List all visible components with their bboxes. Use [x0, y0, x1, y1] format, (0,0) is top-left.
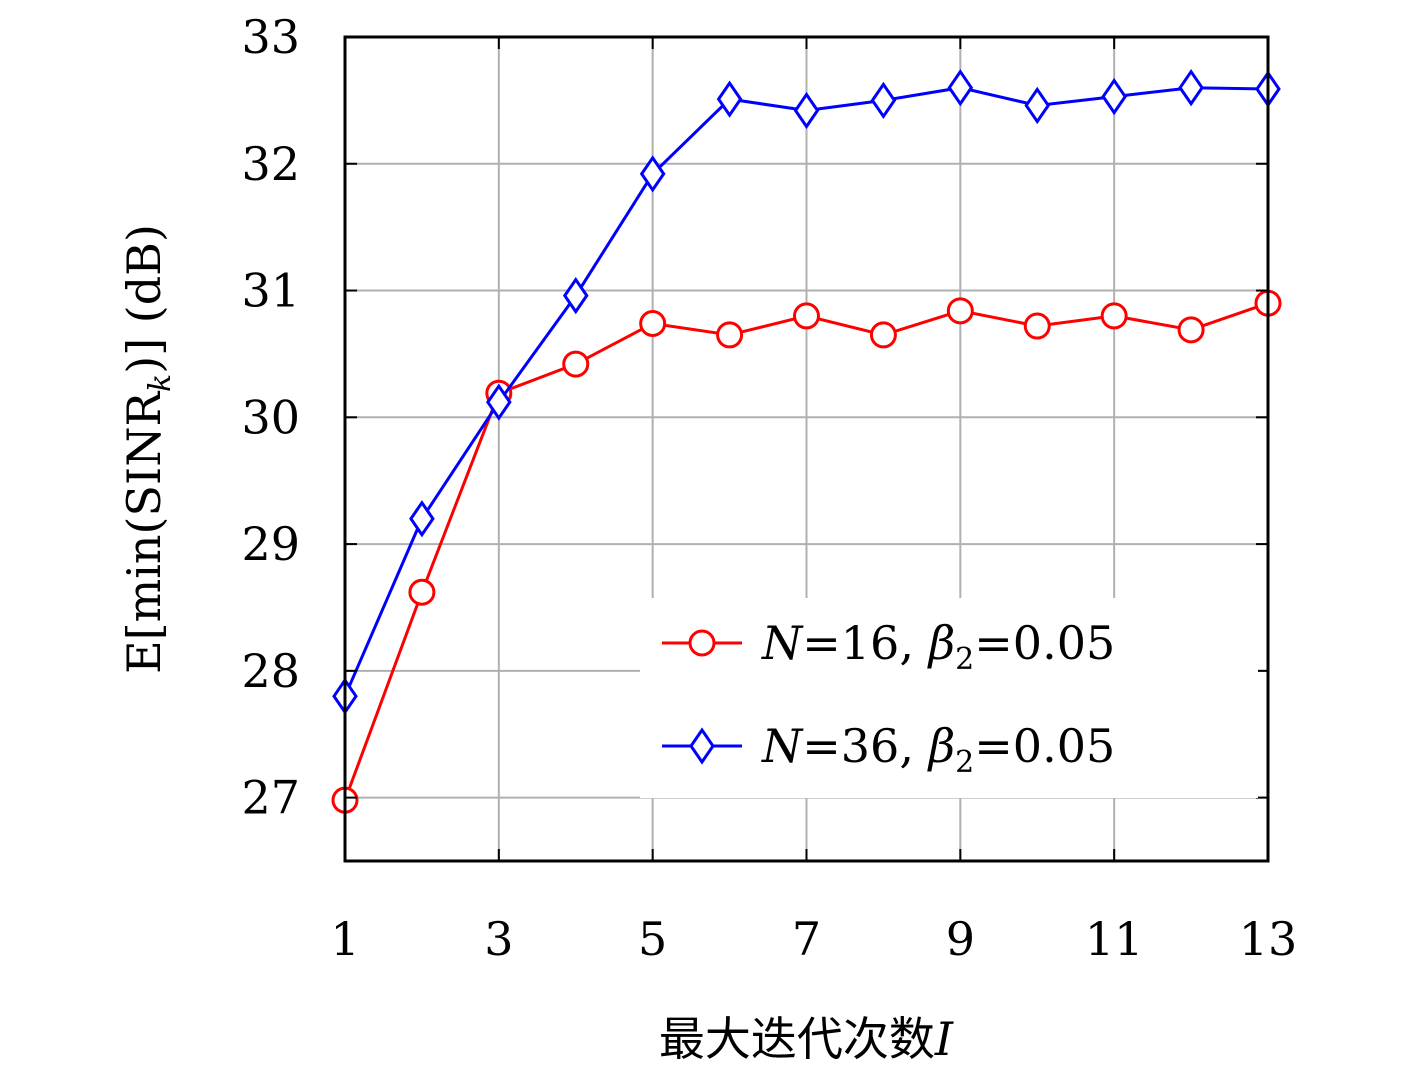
legend: N=16, β2=0.05 N=36, β2=0.05 [640, 598, 1258, 798]
legend-marker [688, 629, 716, 657]
data-point [1023, 312, 1051, 340]
legend-entry: N=36, β2=0.05 [662, 719, 1115, 780]
data-point [716, 80, 743, 118]
data-point [869, 321, 897, 349]
legend-label: N=16, β2=0.05 [761, 616, 1115, 677]
legend-marker [689, 727, 715, 765]
x-tick-label: 5 [638, 912, 667, 966]
series-1 [331, 289, 1282, 814]
y-tick-label: 32 [241, 137, 300, 191]
x-tick-label: 11 [1085, 912, 1144, 966]
series-2 [332, 69, 1281, 715]
data-point [639, 309, 667, 337]
y-tick-label: 30 [241, 390, 300, 444]
x-tick-label: 7 [792, 912, 821, 966]
data-point [562, 276, 589, 315]
legend-box [640, 598, 1258, 798]
y-tick-labels: 27 28 29 30 31 32 33 [241, 10, 300, 825]
data-point [716, 321, 744, 349]
data-point [870, 81, 897, 120]
data-point [409, 500, 435, 538]
y-tick-label: 33 [241, 10, 300, 64]
data-point [946, 297, 974, 325]
y-tick-label: 29 [241, 517, 300, 571]
data-point [1101, 77, 1127, 116]
y-tick-label: 28 [241, 644, 300, 698]
legend-label: N=36, β2=0.05 [761, 719, 1115, 780]
legend-entry: N=16, β2=0.05 [662, 616, 1115, 677]
x-axis-title: 最大迭代次数I [659, 1012, 954, 1066]
x-tick-labels: 1 3 5 7 9 11 13 [330, 912, 1297, 966]
x-tick-label: 1 [330, 912, 359, 966]
data-point [1177, 316, 1205, 344]
x-tick-label: 3 [484, 912, 513, 966]
data-point [639, 155, 666, 193]
data-point [562, 350, 590, 378]
data-point [793, 302, 820, 330]
y-tick-label: 27 [241, 771, 300, 825]
y-tick-label: 31 [241, 264, 300, 318]
data-point [486, 383, 512, 421]
series-layer [331, 69, 1282, 814]
data-point [1178, 69, 1204, 107]
data-point [947, 69, 974, 107]
data-point [793, 91, 820, 130]
y-axis-title: E[min(SINRk)] (dB) [117, 224, 178, 674]
data-point [408, 578, 436, 606]
ticks [344, 36, 1269, 861]
data-point [1024, 86, 1051, 125]
x-tick-label: 13 [1239, 912, 1298, 966]
x-tick-label: 9 [946, 912, 975, 966]
data-point [1100, 302, 1128, 330]
